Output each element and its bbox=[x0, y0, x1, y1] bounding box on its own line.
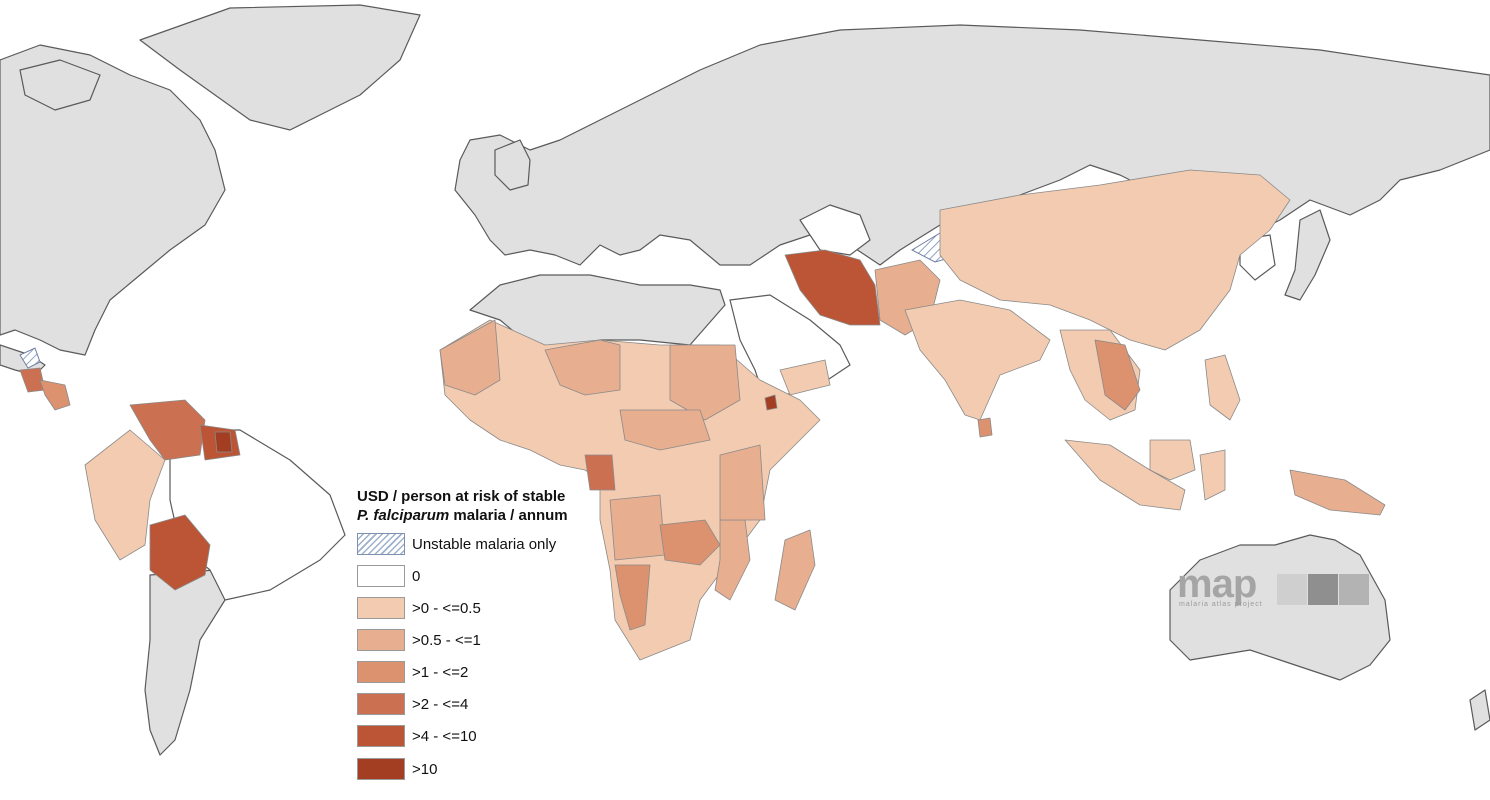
sahel-shape bbox=[544, 339, 621, 396]
at-risk-countries bbox=[19, 169, 1386, 661]
legend-label: >0 - <=0.5 bbox=[412, 599, 481, 617]
madagascar-shape bbox=[774, 529, 816, 611]
legend-swatch bbox=[357, 758, 405, 780]
legend-swatch-hatched bbox=[357, 533, 405, 555]
logo-subtitle: malaria atlas project bbox=[1179, 601, 1263, 608]
australia-shape bbox=[1169, 534, 1391, 681]
canada-islands-shape bbox=[19, 59, 101, 111]
logo-globe-americas-icon bbox=[1277, 574, 1307, 605]
sri-lanka-shape bbox=[977, 417, 993, 438]
map-legend: USD / person at risk of stable P. falcip… bbox=[357, 487, 657, 780]
legend-label: >0.5 - <=1 bbox=[412, 631, 481, 649]
borneo-shape bbox=[1149, 439, 1196, 481]
north-america-shape bbox=[0, 44, 226, 356]
legend-swatch bbox=[357, 597, 405, 619]
legend-swatch bbox=[357, 565, 405, 587]
south-america-south-shape bbox=[144, 569, 226, 756]
legend-label: >1 - <=2 bbox=[412, 663, 469, 681]
legend-title: USD / person at risk of stable P. falcip… bbox=[357, 487, 657, 525]
logo-wordmark: map bbox=[1177, 562, 1257, 606]
logo-globe-africa-icon bbox=[1308, 574, 1338, 605]
legend-swatch bbox=[357, 629, 405, 651]
zero-value-countries bbox=[169, 204, 1276, 616]
greenland-shape bbox=[139, 4, 421, 131]
french-guiana-shape bbox=[214, 431, 233, 453]
legend-item-unstable: Unstable malaria only bbox=[357, 532, 556, 556]
legend-item-4-10: >4 - <=10 bbox=[357, 724, 477, 748]
peru-ecuador-shape bbox=[84, 429, 166, 561]
laos-vietnam-shape bbox=[1094, 339, 1141, 411]
central-america-risk-shape bbox=[39, 379, 71, 411]
papua-new-guinea-shape bbox=[1289, 469, 1386, 516]
legend-swatch bbox=[357, 661, 405, 683]
iran-shape bbox=[784, 249, 881, 326]
central-africa-shape bbox=[619, 409, 711, 451]
east-africa-shape bbox=[719, 444, 766, 521]
legend-item-1-2: >1 - <=2 bbox=[357, 660, 468, 684]
sulawesi-shape bbox=[1199, 449, 1226, 501]
india-shape bbox=[904, 299, 1051, 421]
legend-label: >10 bbox=[412, 760, 438, 778]
venezuela-colombia-shape bbox=[129, 399, 206, 461]
gabon-shape bbox=[584, 454, 616, 491]
legend-label: >2 - <=4 bbox=[412, 695, 469, 713]
legend-item-zero: 0 bbox=[357, 564, 420, 588]
map-logo: map malaria atlas project bbox=[1165, 562, 1375, 612]
logo-globe-asia-icon bbox=[1339, 574, 1369, 605]
west-africa-shape bbox=[439, 319, 501, 396]
legend-item-gt-10: >10 bbox=[357, 757, 437, 781]
indonesia-west-shape bbox=[1064, 439, 1186, 511]
japan-shape bbox=[1284, 209, 1331, 301]
djibouti-shape bbox=[764, 394, 778, 411]
legend-label: 0 bbox=[412, 567, 421, 585]
legend-item-0.5-1: >0.5 - <=1 bbox=[357, 628, 481, 652]
legend-title-line2: malaria / annum bbox=[449, 507, 568, 524]
uk-ireland-shape bbox=[494, 139, 531, 191]
yemen-shape bbox=[779, 359, 831, 396]
legend-label: Unstable malaria only bbox=[412, 535, 557, 553]
legend-item-0-0.5: >0 - <=0.5 bbox=[357, 596, 481, 620]
legend-item-2-4: >2 - <=4 bbox=[357, 692, 468, 716]
zambia-shape bbox=[659, 519, 721, 566]
legend-swatch bbox=[357, 693, 405, 715]
philippines-shape bbox=[1204, 354, 1241, 421]
central-asia-zero-shape bbox=[799, 204, 871, 256]
unstable-central-america-shape bbox=[19, 347, 41, 369]
legend-title-line1: USD / person at risk of stable bbox=[357, 488, 566, 505]
china-shape bbox=[939, 169, 1291, 351]
bolivia-shape bbox=[149, 514, 211, 591]
mozambique-shape bbox=[714, 519, 751, 601]
new-zealand-shape bbox=[1469, 689, 1490, 731]
legend-label: >4 - <=10 bbox=[412, 727, 477, 745]
legend-title-italic: P. falciparum bbox=[357, 507, 450, 524]
legend-swatch bbox=[357, 725, 405, 747]
namibia-shape bbox=[614, 564, 651, 631]
sudan-shape bbox=[669, 344, 741, 421]
